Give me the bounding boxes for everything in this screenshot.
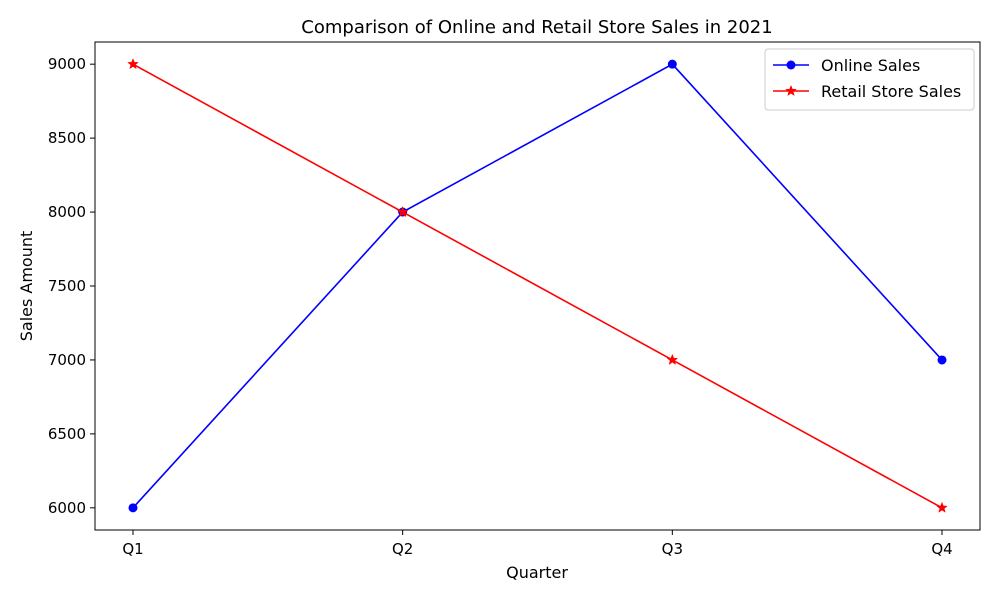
legend: Online Sales Retail Store Sales xyxy=(764,48,975,111)
x-tick-label: Q1 xyxy=(122,540,143,558)
y-tick-label: 6500 xyxy=(48,425,86,443)
y-tick-label: 8500 xyxy=(48,129,86,147)
x-tick-label: Q3 xyxy=(662,540,683,558)
legend-box xyxy=(764,48,975,111)
legend-label-2: Retail Store Sales xyxy=(821,82,961,101)
series-2-point xyxy=(666,353,679,365)
series-2-point xyxy=(396,205,409,218)
series-1-point xyxy=(667,59,677,69)
legend-marker-1 xyxy=(786,60,796,70)
x-axis-label: Quarter xyxy=(506,563,568,582)
series-line-1 xyxy=(132,63,943,509)
y-tick-label: 6000 xyxy=(48,499,86,517)
series-line-2 xyxy=(132,63,943,509)
y-tick-label: 8000 xyxy=(48,203,86,221)
series-1-point xyxy=(128,503,138,513)
series-1-point xyxy=(937,355,947,365)
x-tick-label: Q2 xyxy=(392,540,413,558)
legend-label-1: Online Sales xyxy=(821,56,920,75)
legend-marker-2 xyxy=(785,84,797,97)
x-tick-label: Q4 xyxy=(931,540,952,558)
y-axis-label: Sales Amount xyxy=(17,231,36,342)
chart-title: Comparison of Online and Retail Store Sa… xyxy=(301,17,772,38)
plot-area: 6000 6500 7000 7500 8000 8500 9000 Q1 Q2 Q3 Q4 xyxy=(48,41,981,558)
y-tick-label: 7000 xyxy=(48,351,86,369)
series-2-point xyxy=(936,501,948,513)
series-2-point xyxy=(127,57,139,70)
y-tick-label: 7500 xyxy=(48,277,86,295)
y-tick-label: 9000 xyxy=(48,55,86,73)
